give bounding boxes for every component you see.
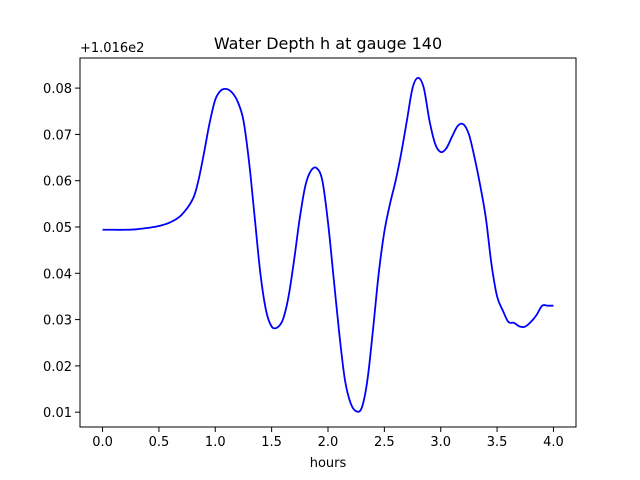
- x-tick-label: 1.0: [205, 435, 226, 450]
- y-tick-label: 0.06: [43, 175, 72, 190]
- x-tick-label: 0.5: [149, 435, 170, 450]
- y-offset-label: +1.016e2: [80, 41, 144, 56]
- x-axis-ticks: 0.0 0.5 1.0 1.5 2.0 2.5 3.0 3.5 4.0: [92, 427, 564, 450]
- x-tick-label: 0.0: [92, 435, 113, 450]
- y-tick-label: 0.02: [43, 360, 72, 375]
- y-tick-label: 0.05: [43, 221, 72, 236]
- plot-area-frame: [79, 57, 577, 428]
- x-tick-label: 1.5: [261, 435, 282, 450]
- y-tick-label: 0.07: [43, 128, 72, 143]
- x-tick-label: 3.5: [487, 435, 508, 450]
- x-tick-label: 2.5: [374, 435, 395, 450]
- x-axis-label: hours: [310, 456, 347, 471]
- y-tick-label: 0.08: [43, 82, 72, 97]
- x-tick-label: 3.0: [430, 435, 451, 450]
- y-tick-label: 0.04: [43, 267, 72, 282]
- chart-title: Water Depth h at gauge 140: [214, 34, 442, 53]
- y-tick-label: 0.01: [43, 406, 72, 421]
- x-tick-label: 2.0: [318, 435, 339, 450]
- y-tick-label: 0.03: [43, 314, 72, 329]
- series-line: [102, 77, 554, 413]
- y-axis-ticks: 0.01 0.02 0.03 0.04 0.05 0.06 0.07 0.08: [43, 82, 80, 421]
- x-tick-label: 4.0: [543, 435, 564, 450]
